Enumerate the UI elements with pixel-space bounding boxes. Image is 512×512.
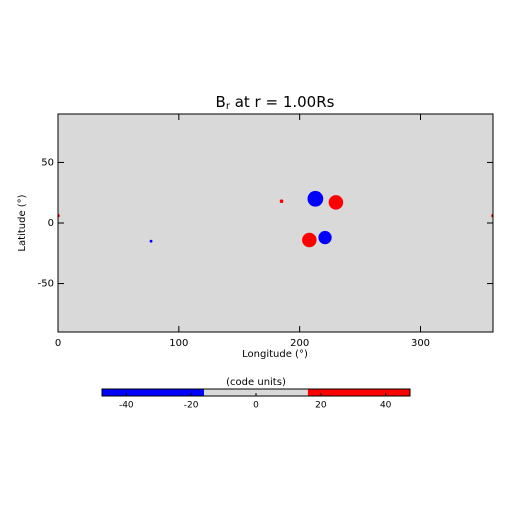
field-spot [307,190,324,207]
y-tick-label: 0 [48,218,54,229]
field-spot [149,239,153,243]
field-spot [318,230,332,245]
x-axis-label: Longitude (°) [242,349,308,360]
colorbar-segment [102,389,205,396]
colorbar-tick-label: -40 [119,401,134,411]
title-part: r [226,101,231,112]
y-tick-label: 50 [41,157,54,168]
title-part: B [216,93,226,111]
colorbar-tick-label: 40 [380,401,392,411]
field-spot [328,195,344,210]
x-tick-label: 300 [411,338,430,349]
colorbar-tick-label: 20 [315,401,327,411]
colorbar-tick-label: 0 [253,401,259,411]
plot-background [58,114,493,332]
field-spot [279,199,284,204]
x-tick-label: 0 [55,338,61,349]
y-tick-label: -50 [38,279,54,290]
colorbar-label: (code units) [226,377,286,388]
spots [58,190,493,248]
x-tick-label: 200 [290,338,309,349]
chart-title: Br at r = 1.00Rs [216,93,335,113]
y-axis-label: Latitude (°) [17,194,28,251]
x-tick-label: 100 [169,338,188,349]
colorbar-segment [204,389,308,396]
colorbar-tick-label: -20 [184,401,199,411]
colorbar-segment [307,389,410,396]
title-part: at r = 1.00Rs [230,93,335,111]
field-spot [302,232,317,248]
